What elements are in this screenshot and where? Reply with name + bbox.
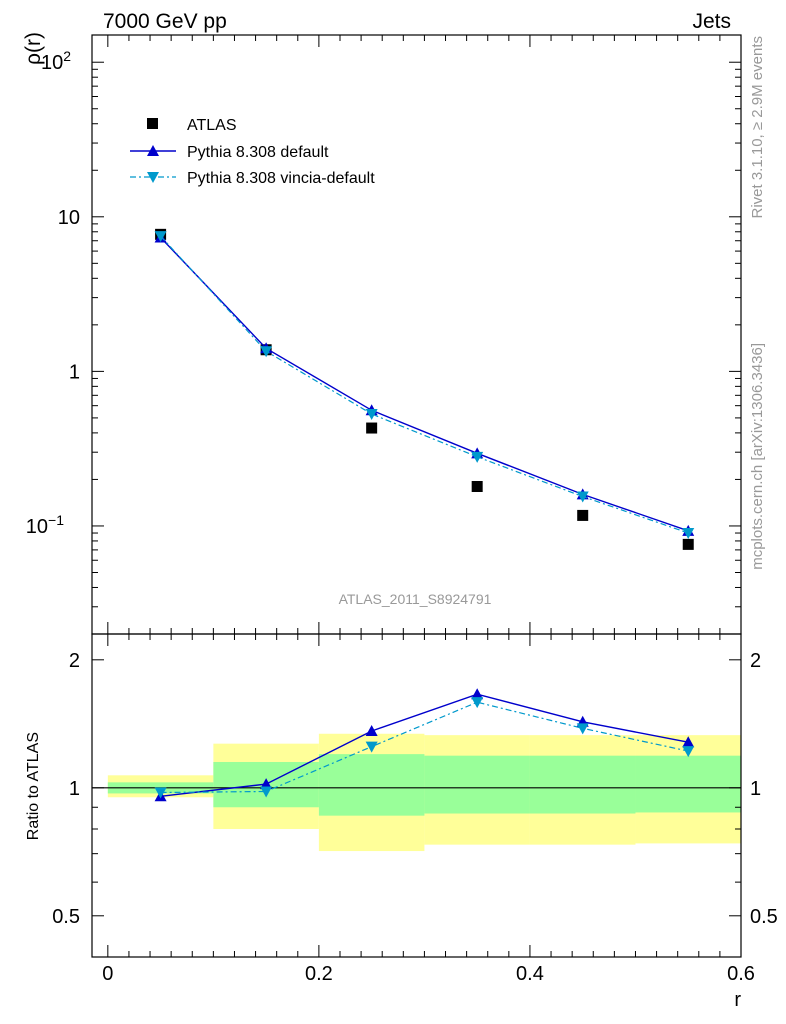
ratio-series-line-1: [160, 701, 689, 794]
legend: ATLAS Pythia 8.308 default Pythia 8.308 …: [130, 117, 375, 187]
ratio-point-1-4: [576, 723, 589, 735]
main-point-0-3: [471, 480, 483, 492]
main-series-line-1: [160, 237, 689, 532]
ratio-band-inner-3: [424, 755, 530, 814]
analysis-id: ATLAS_2011_S8924791: [339, 591, 492, 607]
legend-marker-vincia: [147, 172, 159, 183]
main-point-2-1: [260, 346, 273, 358]
ratio-ytick-label-left-0: 0.5: [52, 906, 80, 928]
ratio-series-line-0: [160, 693, 689, 797]
ratio-plot: 0.5 0.5 1 1 2 2 0 0.2 0.4 0.6: [52, 633, 778, 985]
legend-marker-atlas: [147, 118, 158, 129]
ratio-ytick-label-left-1: 1: [69, 778, 80, 800]
ratio-point-0-1: [260, 778, 273, 790]
main-point-2-0: [154, 231, 167, 243]
ratio-band-inner-5: [635, 755, 741, 813]
legend-label-default: Pythia 8.308 default: [187, 144, 329, 161]
rivet-label: Rivet 3.1.10, ≥ 2.9M events: [749, 36, 766, 219]
ratio-ytick-label-right-0: 0.5: [750, 906, 778, 928]
ratio-ytick-label-right-1: 1: [750, 778, 761, 800]
main-plot: 102 10 1 10−1: [26, 34, 742, 635]
main-point-2-5: [682, 528, 695, 540]
source-label: mcplots.cern.ch [arXiv:1306.3436]: [749, 343, 766, 570]
main-point-0-2: [366, 422, 378, 434]
ratio-ylabel: Ratio to ATLAS: [25, 732, 42, 840]
main-point-2-2: [365, 408, 378, 420]
main-series-line-2: [160, 235, 689, 534]
ratio-point-1-2: [365, 741, 378, 753]
legend-label-vincia: Pythia 8.308 vincia-default: [187, 170, 375, 187]
ratio-band-inner-2: [318, 754, 425, 816]
ratio-xtick-label-1: 0.2: [305, 963, 333, 985]
main-ylabel: ρ(r): [22, 32, 45, 65]
legend-marker-default: [147, 145, 159, 156]
ratio-frame: [91, 633, 742, 958]
ratio-xtick-label-2: 0.4: [516, 963, 544, 985]
ratio-point-0-5: [682, 736, 695, 748]
ratio-ytick-label-left-2: 2: [69, 650, 80, 672]
main-ytick-label-2: 1: [69, 361, 80, 383]
main-point-0-5: [682, 538, 694, 550]
ratio-xtick-label-3: 0.6: [727, 963, 755, 985]
main-point-2-3: [471, 451, 484, 463]
ratio-point-0-2: [365, 725, 378, 737]
header-right: Jets: [692, 10, 731, 33]
ratio-point-1-5: [682, 746, 695, 758]
ratio-xtick-label-0: 0: [102, 963, 113, 985]
main-ytick-label-1: 10: [58, 207, 80, 229]
main-ytick-label-3: 10−1: [26, 512, 64, 538]
ratio-band-inner-4: [529, 755, 636, 814]
xlabel: r: [734, 989, 741, 1011]
ratio-point-1-0: [154, 787, 167, 799]
ratio-ytick-label-right-2: 2: [750, 650, 761, 672]
ratio-point-1-1: [260, 786, 273, 798]
ratio-point-0-3: [471, 688, 484, 700]
ratio-point-1-3: [471, 697, 484, 709]
legend-label-atlas: ATLAS: [187, 117, 237, 134]
header-left: 7000 GeV pp: [103, 10, 227, 33]
main-ytick-label-0: 102: [41, 48, 71, 74]
main-point-0-4: [577, 509, 589, 521]
main-point-2-4: [576, 491, 589, 503]
